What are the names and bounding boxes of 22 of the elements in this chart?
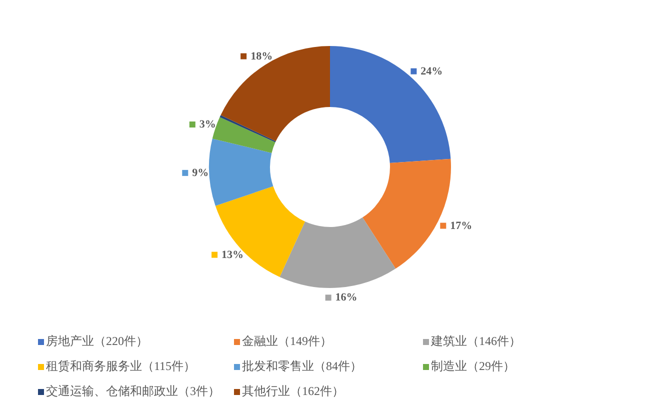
- donut-slice: [209, 138, 274, 206]
- legend-label: 金融业（149件）: [242, 333, 332, 350]
- legend-label: 其他行业（162件）: [242, 383, 344, 400]
- donut-slice: [280, 217, 396, 288]
- legend-label: 建筑业（146件）: [431, 333, 521, 350]
- legend-label: 租赁和商务服务业（115件）: [46, 358, 196, 375]
- donut-slice: [220, 46, 330, 142]
- donut-slice: [330, 46, 451, 163]
- donut-slice: [220, 115, 276, 142]
- donut-slice: [215, 186, 306, 278]
- donut-slice: [362, 158, 451, 269]
- data-label: 13%: [222, 248, 244, 261]
- legend-label: 制造业（29件）: [431, 358, 515, 375]
- data-label: 9%: [192, 166, 209, 179]
- data-label: 18%: [250, 50, 273, 62]
- data-label: 17%: [450, 220, 472, 232]
- data-label: 16%: [335, 292, 358, 304]
- legend-label: 交通运输、仓储和邮政业（3件）: [46, 383, 220, 400]
- legend-label: 房地产业（220件）: [46, 333, 148, 350]
- legend-label: 批发和零售业（84件）: [242, 358, 362, 375]
- data-label: 24%: [420, 65, 443, 78]
- data-label: 3%: [199, 118, 216, 130]
